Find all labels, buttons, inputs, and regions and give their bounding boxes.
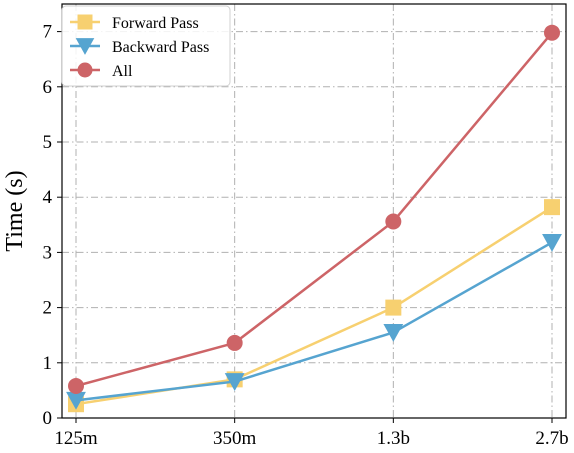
data-point [544,24,560,41]
data-point [66,391,86,410]
data-point [68,377,84,394]
series-line [75,206,553,406]
x-axis: 125m 350m 1.3b 2.7b [54,418,569,449]
y-tick-label: 7 [43,22,53,43]
plot-frame [61,3,567,419]
legend-label: Forward Pass [112,15,199,32]
legend-label: All [112,63,133,80]
legend-marker [75,38,95,55]
y-tick-label: 0 [43,408,53,429]
y-tick-label: 2 [43,298,53,319]
series-forward-pass [68,199,560,413]
data-point [224,373,245,391]
data-point [383,324,404,342]
data-point [385,213,402,230]
y-tick-label: 6 [43,77,53,98]
legend-marker [77,14,93,30]
legend-item: Backward Pass [70,38,209,56]
x-tick-label: 125m [54,428,98,449]
x-tick-label: 2.7b [535,428,568,449]
y-tick-label: 5 [43,132,53,153]
legend-label: Backward Pass [112,39,209,56]
legend-box [61,5,231,87]
y-tick-label: 4 [43,187,53,208]
data-point [544,199,560,216]
data-point [542,234,562,252]
y-axis: 0 1 2 3 4 5 6 7 [43,22,62,429]
legend-marker [77,62,93,78]
series-backward-pass [66,234,562,410]
y-tick-label: 3 [43,242,53,263]
series-all [68,24,560,394]
data-point [226,334,243,351]
y-axis-label: Time (s) [2,170,28,251]
data-point [385,299,402,316]
series-layer [66,24,562,413]
y-tick-label: 1 [43,353,53,374]
legend-item: All [70,62,133,80]
series-line [75,241,553,402]
x-tick-label: 350m [213,428,257,449]
series-line [75,31,553,388]
legend: Forward Pass Backward Pass All [61,5,231,87]
x-tick-label: 1.3b [377,428,410,449]
legend-item: Forward Pass [70,14,199,32]
